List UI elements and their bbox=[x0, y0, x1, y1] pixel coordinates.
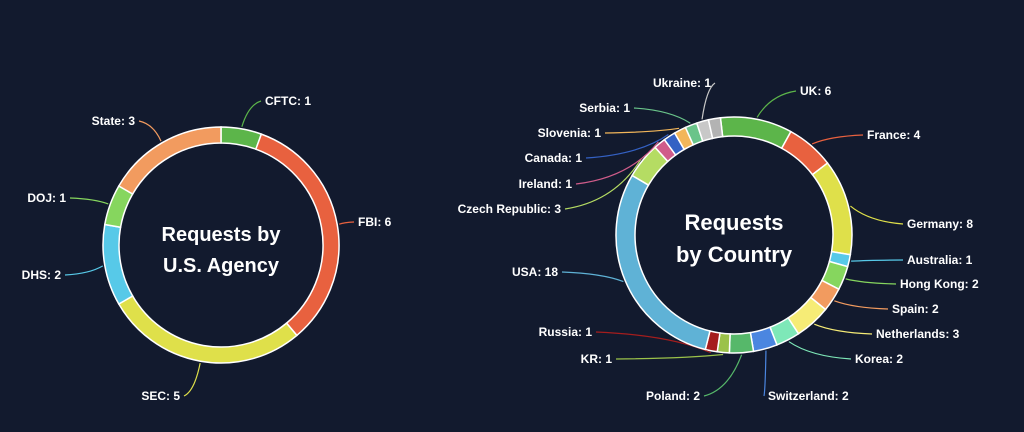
slice-germany[interactable] bbox=[811, 161, 853, 256]
leader-line-cftc bbox=[241, 100, 262, 127]
data-label-france: France: 4 bbox=[867, 128, 921, 142]
leader-line-ukraine bbox=[701, 82, 716, 120]
data-label-czech-republic: Czech Republic: 3 bbox=[458, 202, 562, 216]
data-label-kr: KR: 1 bbox=[581, 352, 613, 366]
data-label-uk: UK: 6 bbox=[800, 84, 832, 98]
leader-line-kr bbox=[615, 353, 724, 360]
data-label-netherlands: Netherlands: 3 bbox=[876, 327, 960, 341]
leader-line-germany bbox=[850, 205, 904, 225]
chart-title-line: U.S. Agency bbox=[163, 255, 280, 277]
leader-line-ireland bbox=[575, 141, 659, 185]
leader-line-fbi bbox=[338, 221, 355, 225]
leader-line-slovenia bbox=[604, 127, 680, 134]
data-label-state: State: 3 bbox=[92, 114, 136, 128]
data-label-poland: Poland: 2 bbox=[646, 389, 700, 403]
data-label-ireland: Ireland: 1 bbox=[519, 177, 573, 191]
data-label-slovenia: Slovenia: 1 bbox=[538, 126, 602, 140]
leader-line-czech-republic bbox=[564, 158, 642, 210]
leader-line-dhs bbox=[64, 265, 104, 276]
chart-title-line: Requests bbox=[684, 210, 783, 235]
leader-line-hong-kong bbox=[845, 278, 897, 285]
data-label-serbia: Serbia: 1 bbox=[579, 101, 630, 115]
leader-line-australia bbox=[851, 259, 904, 262]
slice-state[interactable] bbox=[117, 126, 222, 196]
leader-line-korea bbox=[788, 341, 852, 360]
leader-line-poland bbox=[703, 354, 743, 397]
data-label-russia: Russia: 1 bbox=[539, 325, 593, 339]
leader-line-uk bbox=[756, 90, 797, 118]
data-label-korea: Korea: 2 bbox=[855, 352, 903, 366]
slice-unlabeled[interactable] bbox=[707, 116, 724, 140]
leader-line-serbia bbox=[633, 107, 691, 124]
slice-poland[interactable] bbox=[728, 331, 755, 354]
slice-uk[interactable] bbox=[719, 116, 792, 150]
data-label-australia: Australia: 1 bbox=[907, 253, 973, 267]
leader-line-sec bbox=[183, 363, 201, 397]
data-label-hong-kong: Hong Kong: 2 bbox=[900, 277, 979, 291]
data-label-dhs: DHS: 2 bbox=[22, 268, 62, 282]
data-label-switzerland: Switzerland: 2 bbox=[768, 389, 849, 403]
data-label-doj: DOJ: 1 bbox=[27, 191, 66, 205]
agency-donut-chart: CFTC: 1 FBI: 6 SEC: 5 DHS: 2 DOJ: 1 State: 3 R… bbox=[22, 94, 392, 403]
slice-dhs[interactable] bbox=[102, 223, 134, 306]
chart-title-line: Requests by bbox=[162, 224, 282, 246]
data-label-sec: SEC: 5 bbox=[141, 389, 180, 403]
data-label-canada: Canada: 1 bbox=[525, 151, 583, 165]
data-label-germany: Germany: 8 bbox=[907, 217, 973, 231]
leader-line-switzerland bbox=[763, 350, 767, 397]
data-label-ukraine: Ukraine: 1 bbox=[653, 76, 711, 90]
data-label-spain: Spain: 2 bbox=[892, 302, 939, 316]
leader-line-netherlands bbox=[814, 323, 873, 335]
leader-line-doj bbox=[69, 197, 109, 205]
leader-line-state bbox=[138, 120, 162, 142]
data-label-fbi: FBI: 6 bbox=[358, 215, 392, 229]
data-label-usa: USA: 18 bbox=[512, 265, 558, 279]
chart-title-line: by Country bbox=[676, 242, 793, 267]
leader-line-france bbox=[811, 134, 864, 145]
leader-line-canada bbox=[585, 134, 669, 159]
data-label-cftc: CFTC: 1 bbox=[265, 94, 311, 108]
country-donut-chart: UK: 6 France: 4 Germany: 8 Australia: 1 Hong… bbox=[458, 76, 979, 403]
leader-line-usa bbox=[561, 271, 624, 283]
slice-cftc[interactable] bbox=[220, 126, 263, 151]
leader-line-spain bbox=[834, 300, 889, 310]
slice-sec[interactable] bbox=[117, 294, 298, 364]
